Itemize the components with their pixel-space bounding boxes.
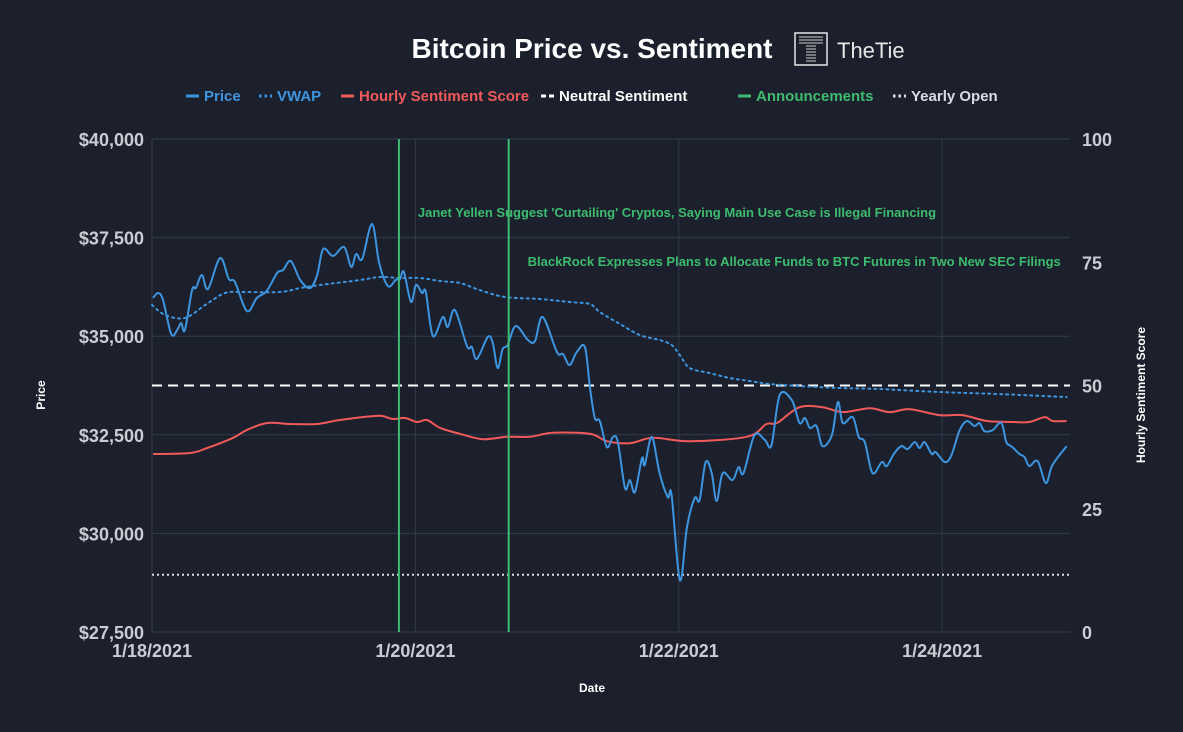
x-axis-label: Date xyxy=(579,681,605,695)
legend-label: Hourly Sentiment Score xyxy=(359,88,529,105)
logo-t-icon xyxy=(799,36,823,62)
thetie-logo: TheTie xyxy=(794,32,905,66)
y-tick-label: $40,000 xyxy=(79,130,144,150)
legend-label: Neutral Sentiment xyxy=(559,88,687,105)
logo-text: TheTie xyxy=(837,38,905,63)
announcement-label: Janet Yellen Suggest 'Curtailing' Crypto… xyxy=(418,205,936,220)
x-tick-label: 1/22/2021 xyxy=(639,641,719,661)
legend-label: VWAP xyxy=(277,88,321,105)
y-tick-label: $27,500 xyxy=(79,623,144,643)
y2-tick-label: 100 xyxy=(1082,130,1112,150)
y2-tick-label: 50 xyxy=(1082,377,1102,397)
y2-tick-label: 75 xyxy=(1082,253,1102,273)
y-tick-label: $32,500 xyxy=(79,426,144,446)
y-tick-label: $35,000 xyxy=(79,327,144,347)
series-layer xyxy=(151,222,1068,582)
logo-frame xyxy=(794,32,828,66)
y-tick-label: $37,500 xyxy=(79,229,144,249)
x-tick-label: 1/20/2021 xyxy=(375,641,455,661)
legend-label: Announcements xyxy=(756,88,874,105)
legend-item-yearly-open: Yearly Open xyxy=(893,88,998,105)
y2-tick-label: 25 xyxy=(1082,500,1102,520)
vwap-line xyxy=(151,275,1068,399)
axis-ticks: $40,000 $37,500 $35,000 $32,500 $30,000 $27,5… xyxy=(79,130,1112,661)
chart-title: Bitcoin Price vs. Sentiment xyxy=(412,33,773,64)
hourly-sentiment-score-line xyxy=(153,404,1067,455)
legend-item-vwap: VWAP xyxy=(259,88,321,105)
reference-lines xyxy=(152,384,1070,576)
y-axis-label: Price xyxy=(34,380,48,410)
x-tick-label: 1/18/2021 xyxy=(112,641,192,661)
legend-label: Yearly Open xyxy=(911,88,998,105)
legend: Price VWAP Hourly Sentiment Score Neutral S… xyxy=(186,88,998,105)
announcements: Janet Yellen Suggest 'Curtailing' Crypto… xyxy=(397,139,1061,632)
announcement-label: BlackRock Expresses Plans to Allocate Fu… xyxy=(528,254,1061,269)
legend-item-announcements: Announcements xyxy=(738,88,874,105)
x-tick-label: 1/24/2021 xyxy=(902,641,982,661)
y2-axis-label: Hourly Sentiment Score xyxy=(1134,327,1148,463)
y-tick-label: $30,000 xyxy=(79,524,144,544)
y2-tick-label: 0 xyxy=(1082,623,1092,643)
price-line xyxy=(152,222,1068,582)
legend-item-neutral-sentiment: Neutral Sentiment xyxy=(541,88,687,105)
legend-item-hourly-sentiment-score: Hourly Sentiment Score xyxy=(341,88,529,105)
legend-item-price: Price xyxy=(186,88,241,105)
legend-label: Price xyxy=(204,88,241,105)
